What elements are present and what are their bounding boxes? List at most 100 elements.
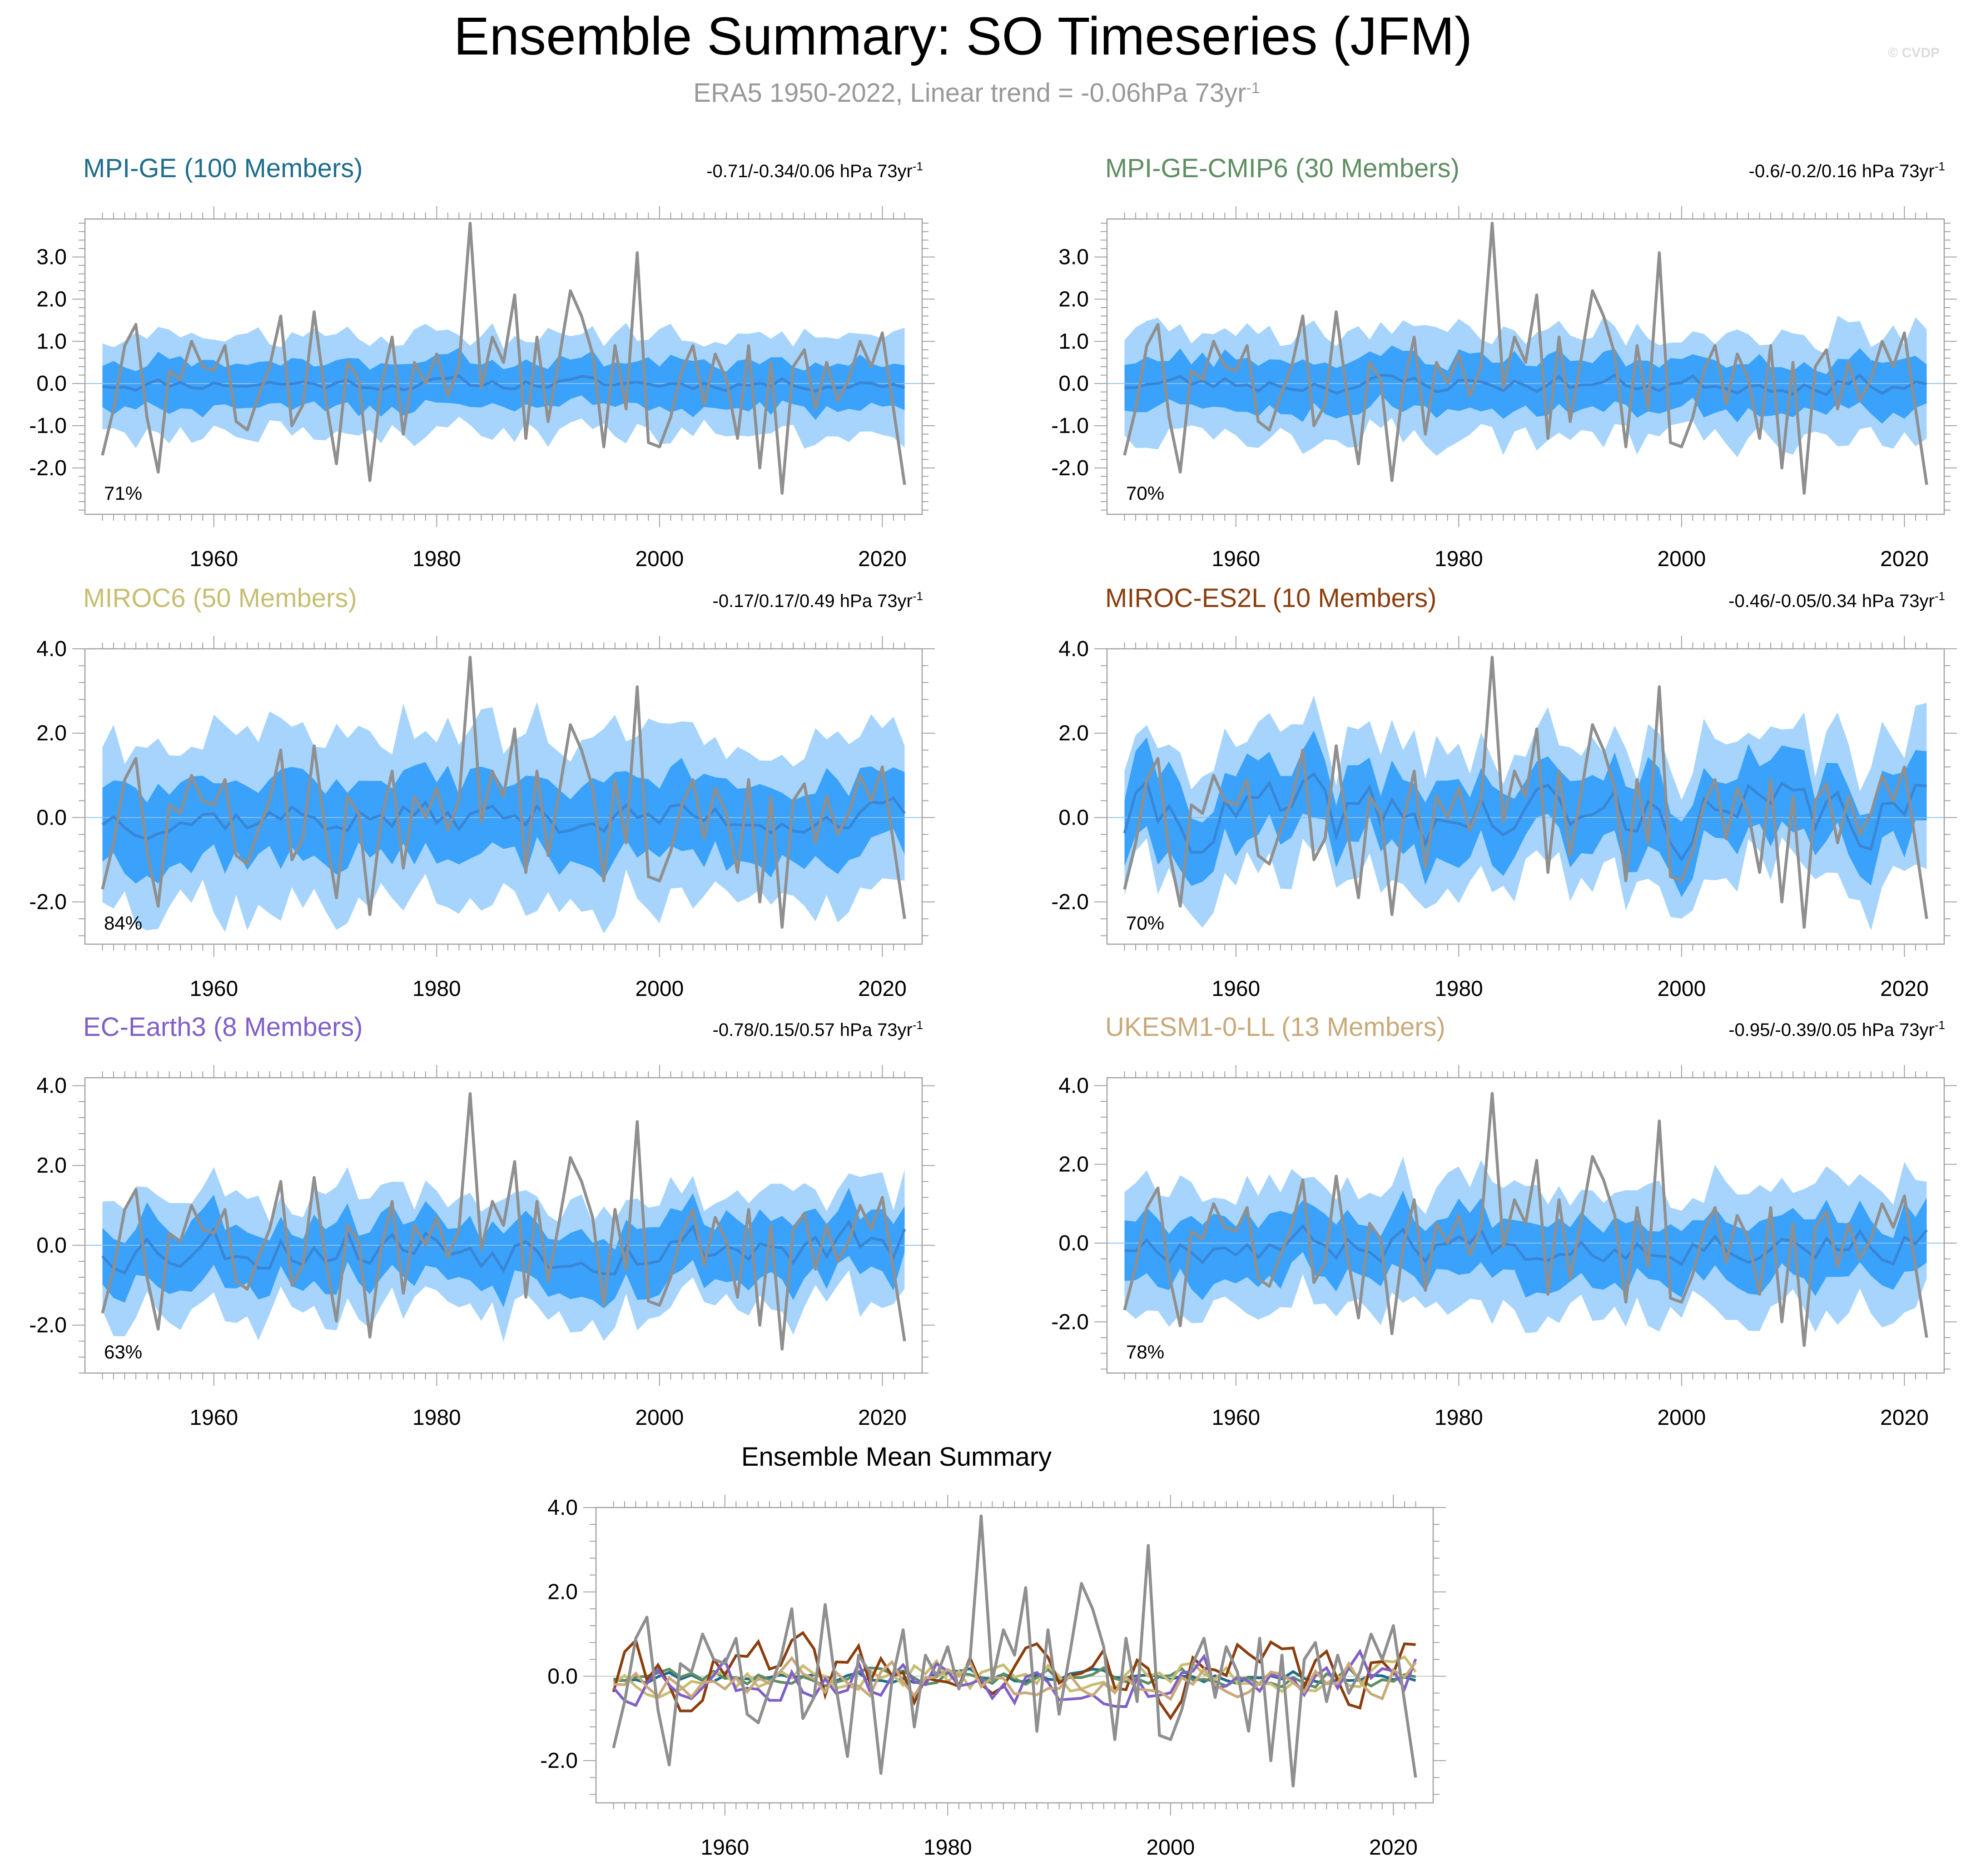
ensemble-mean-line [101, 1219, 906, 1276]
x-tick-label: 2020 [858, 1406, 907, 1430]
panel-trend-label: -0.71/-0.34/0.06 hPa 73yr-1 [706, 159, 923, 181]
x-tick-label: 1960 [1211, 977, 1260, 1001]
plot-area [1107, 656, 1944, 931]
subtitle-superscript: -1 [1246, 80, 1260, 97]
x-tick-label: 2020 [858, 547, 907, 571]
y-tick-label: 0.0 [1058, 1231, 1089, 1255]
x-tick-label: 2020 [1369, 1836, 1418, 1860]
percent-label: 84% [104, 912, 142, 934]
y-tick-label: -1.0 [1051, 414, 1089, 438]
x-tick-label: 2000 [1146, 1836, 1195, 1860]
x-tick-label: 1960 [189, 977, 238, 1001]
x-tick-label: 2020 [1880, 547, 1929, 571]
panel-trend-label: -0.95/-0.39/0.05 hPa 73yr-1 [1728, 1018, 1945, 1040]
x-tick-label: 1960 [1211, 1406, 1260, 1430]
panel-title: MIROC6 (50 Members) [83, 583, 357, 613]
panel-title: UKESM1-0-LL (13 Members) [1105, 1012, 1445, 1042]
percent-label: 71% [104, 483, 142, 504]
ensemble-mean-line [1124, 373, 1927, 396]
series-line-miroc-es2l [612, 1631, 1416, 1721]
x-tick-label: 2000 [635, 1406, 684, 1430]
plot-area [85, 222, 922, 495]
percent-label: 63% [104, 1341, 142, 1363]
plot-area [596, 1514, 1433, 1788]
trend-text: -0.6/-0.2/0.16 hPa 73yr [1749, 161, 1935, 181]
y-tick-label: 3.0 [36, 245, 67, 269]
y-tick-label: 2.0 [1058, 1153, 1089, 1177]
trend-text: -0.95/-0.39/0.05 hPa 73yr [1728, 1020, 1935, 1040]
x-tick-label: 2020 [1880, 977, 1929, 1001]
y-tick-label: -2.0 [29, 1314, 67, 1338]
x-tick-label: 1980 [412, 547, 461, 571]
era5-observed-line [1123, 222, 1928, 495]
y-tick-label: -2.0 [29, 890, 67, 914]
y-tick-label: 4.0 [1058, 1074, 1089, 1098]
x-tick-label: 1960 [1211, 547, 1260, 571]
figure-title: Ensemble Summary: SO Timeseries (JFM) [454, 6, 1472, 66]
panel-trend-label: -0.46/-0.05/0.34 hPa 73yr-1 [1728, 589, 1945, 611]
x-tick-label: 1980 [923, 1836, 972, 1860]
era5-observed-line [1123, 1092, 1928, 1347]
x-tick-label: 1980 [412, 977, 461, 1001]
y-tick-label: 0.0 [36, 1234, 67, 1258]
y-tick-label: 4.0 [547, 1496, 578, 1520]
panel-title: MPI-GE-CMIP6 (30 Members) [1105, 154, 1460, 183]
y-tick-label: 1.0 [1058, 329, 1089, 353]
subtitle-text: ERA5 1950-2022, Linear trend = -0.06hPa … [693, 78, 1246, 108]
y-tick-label: 2.0 [1058, 722, 1089, 746]
panels-group: MPI-GE (100 Members) -0.71/-0.34/0.06 hPa… [29, 154, 1957, 1860]
x-tick-label: 2000 [1657, 1406, 1706, 1430]
y-tick-label: 2.0 [1058, 287, 1089, 311]
panel-title: Ensemble Mean Summary [741, 1442, 1052, 1472]
trend-superscript: -1 [913, 589, 923, 603]
x-tick-label: 2020 [1880, 1406, 1929, 1430]
x-tick-label: 2000 [635, 977, 684, 1001]
y-tick-label: 2.0 [547, 1580, 578, 1604]
y-tick-label: -2.0 [29, 456, 67, 480]
plot-area [85, 1092, 922, 1351]
trend-superscript: -1 [1935, 1018, 1945, 1032]
trend-superscript: -1 [1935, 589, 1945, 603]
x-tick-label: 1960 [189, 547, 238, 571]
x-tick-label: 1980 [1435, 1406, 1483, 1430]
y-tick-label: -1.0 [29, 414, 67, 438]
x-tick-label: 1980 [412, 1406, 461, 1430]
y-tick-label: 2.0 [36, 287, 67, 311]
credit-watermark: © CVDP [1888, 45, 1940, 60]
x-tick-label: 2000 [1657, 547, 1706, 571]
y-tick-label: 4.0 [1058, 637, 1089, 661]
panel-title: EC-Earth3 (8 Members) [83, 1012, 363, 1042]
plot-area [85, 656, 922, 934]
y-tick-label: 4.0 [36, 637, 67, 661]
panel-ensemble-mean-summary: Ensemble Mean Summary 4.0 2.0 0.0 -2.0 1960 19… [540, 1442, 1446, 1860]
series-line-ukesm1-0-ll [613, 1656, 1417, 1701]
trend-text: -0.71/-0.34/0.06 hPa 73yr [706, 161, 913, 181]
panel-miroc-es2l: MIROC-ES2L (10 Members) -0.46/-0.05/0.34 … [1051, 583, 1957, 1001]
y-tick-label: 0.0 [36, 806, 67, 830]
x-tick-label: 1960 [700, 1836, 749, 1860]
ensemble-mean-line [102, 374, 905, 393]
trend-text: -0.17/0.17/0.49 hPa 73yr [713, 591, 913, 611]
y-tick-label: 2.0 [36, 1154, 67, 1178]
x-tick-label: 2000 [635, 547, 684, 571]
x-tick-label: 1980 [1435, 547, 1483, 571]
y-tick-label: 1.0 [36, 329, 67, 353]
era5-observed-line [101, 222, 906, 495]
spread-band-inner [1124, 1190, 1927, 1300]
percent-label: 70% [1126, 912, 1164, 934]
trend-text: -0.78/0.15/0.57 hPa 73yr [713, 1020, 913, 1040]
y-tick-label: 0.0 [547, 1664, 578, 1688]
ensemble-mean-line [1123, 772, 1927, 862]
y-tick-label: -2.0 [540, 1749, 578, 1773]
y-tick-label: -2.0 [1051, 456, 1089, 480]
trend-superscript: -1 [913, 1018, 923, 1032]
plot-area [1107, 222, 1944, 495]
panel-trend-label: -0.78/0.15/0.57 hPa 73yr-1 [713, 1018, 923, 1040]
panel-title: MPI-GE (100 Members) [83, 154, 363, 183]
panel-miroc6: MIROC6 (50 Members) -0.17/0.17/0.49 hPa 7… [29, 583, 935, 1001]
y-tick-label: 3.0 [1058, 245, 1089, 269]
panel-mpi-ge: MPI-GE (100 Members) -0.71/-0.34/0.06 hPa… [29, 154, 935, 571]
y-tick-label: 4.0 [36, 1074, 67, 1098]
panel-ukesm1-0-ll: UKESM1-0-LL (13 Members) -0.95/-0.39/0.05… [1051, 1012, 1957, 1430]
y-tick-label: 0.0 [1058, 806, 1089, 830]
